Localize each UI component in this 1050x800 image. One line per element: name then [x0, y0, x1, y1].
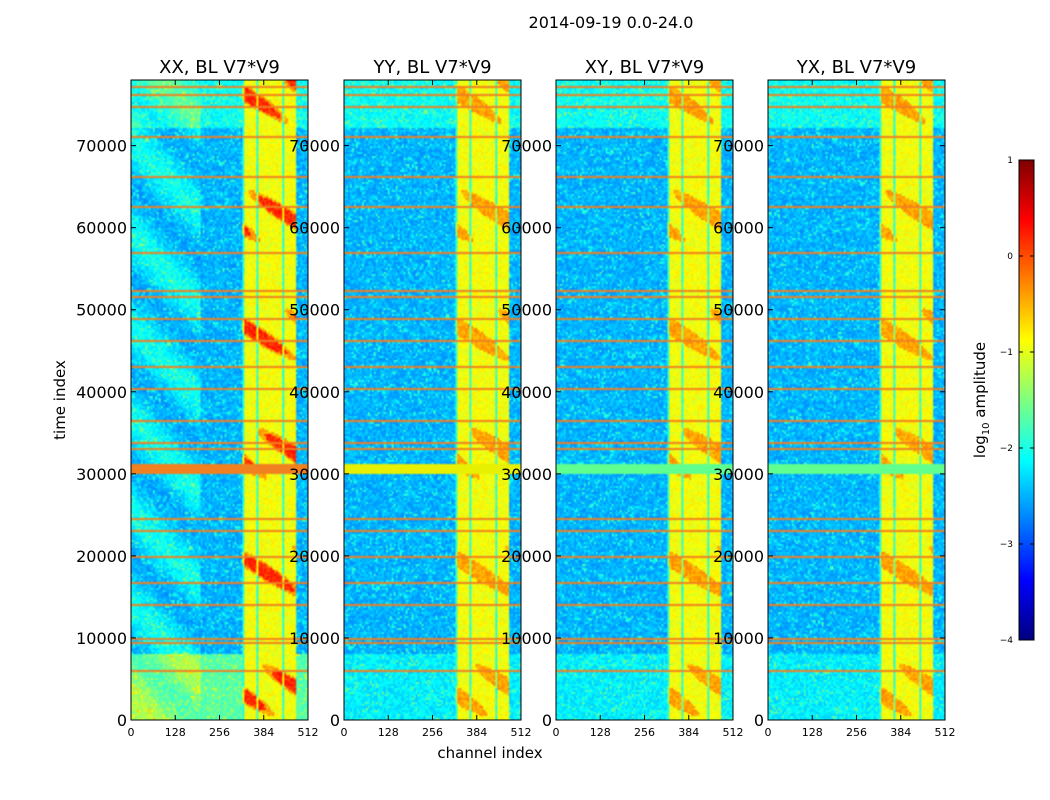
- y-tick-label: 30000: [501, 465, 552, 484]
- x-tick-label: 384: [678, 726, 699, 739]
- colorbar-tick-label: 1: [1007, 156, 1013, 166]
- x-tick-label: 384: [890, 726, 911, 739]
- panel-xy: XY, BL V7*V9 0 128 256 384 512 0 10000 20000 3000…: [501, 57, 743, 739]
- y-tick-label: 40000: [76, 383, 127, 402]
- x-tick-label: 512: [723, 726, 744, 739]
- y-tick-label: 20000: [76, 547, 127, 566]
- y-tick-label: 70000: [713, 137, 764, 156]
- x-tick-label: 0: [553, 726, 560, 739]
- y-tick-label: 50000: [76, 301, 127, 320]
- panel-yy: YY, BL V7*V9 0 128 256 384 512 0 10000 20000 3000…: [289, 57, 531, 739]
- y-tick-label: 20000: [289, 547, 340, 566]
- y-tick-label: 60000: [713, 219, 764, 238]
- y-tick-label: 10000: [713, 629, 764, 648]
- x-tick-label: 256: [422, 726, 443, 739]
- x-tick-label: 128: [802, 726, 823, 739]
- panel-yx: YX, BL V7*V9 0 128 256 384 512 0 10000 20000 3000…: [713, 57, 955, 739]
- panel-title: YX, BL V7*V9: [796, 57, 916, 78]
- y-tick-label: 30000: [289, 465, 340, 484]
- x-tick-label: 256: [634, 726, 655, 739]
- y-tick-label: 60000: [76, 219, 127, 238]
- x-tick-label: 256: [846, 726, 867, 739]
- panel-title: XX, BL V7*V9: [159, 57, 280, 78]
- y-tick-label: 40000: [289, 383, 340, 402]
- y-tick-label: 60000: [289, 219, 340, 238]
- colorbar-tick-label: 0: [1007, 252, 1013, 262]
- colorbar-tick-label: −2: [1000, 444, 1013, 454]
- colorbar-label: log10 amplitude: [971, 342, 992, 458]
- x-tick-label: 128: [378, 726, 399, 739]
- y-tick-label: 50000: [289, 301, 340, 320]
- panel-xx: XX, BL V7*V9 0 128 256 384 512 0 10000 20000 3000…: [76, 57, 318, 739]
- y-tick-label: 0: [330, 711, 340, 730]
- panel-title: XY, BL V7*V9: [585, 57, 704, 78]
- y-tick-label: 10000: [501, 629, 552, 648]
- x-tick-label: 512: [935, 726, 956, 739]
- y-tick-label: 70000: [289, 137, 340, 156]
- x-axis-label: channel index: [437, 744, 542, 762]
- y-tick-label: 0: [542, 711, 552, 730]
- x-tick-label: 384: [466, 726, 487, 739]
- y-tick-label: 10000: [289, 629, 340, 648]
- y-tick-label: 30000: [76, 465, 127, 484]
- heatmap-image: [131, 80, 308, 720]
- y-tick-label: 60000: [501, 219, 552, 238]
- y-tick-label: 10000: [76, 629, 127, 648]
- heatmap-image: [768, 80, 945, 720]
- x-tick-label: 0: [128, 726, 135, 739]
- x-tick-label: 0: [765, 726, 772, 739]
- colorbar-tick-label: −4: [1000, 636, 1014, 646]
- x-tick-label: 512: [298, 726, 319, 739]
- y-tick-label: 70000: [501, 137, 552, 156]
- colorbar-tick-label: −3: [1000, 540, 1013, 550]
- y-tick-label: 30000: [713, 465, 764, 484]
- y-tick-label: 50000: [501, 301, 552, 320]
- y-axis-label: time index: [51, 360, 69, 440]
- colorbar-gradient: [1018, 159, 1035, 641]
- y-tick-label: 0: [754, 711, 764, 730]
- x-tick-label: 128: [590, 726, 611, 739]
- x-tick-label: 384: [253, 726, 274, 739]
- y-tick-label: 40000: [713, 383, 764, 402]
- colorbar-tick-label: −1: [1000, 348, 1013, 358]
- heatmap-image: [344, 80, 521, 720]
- colorbar: 1 0 −1 −2 −3 −4 log10 amplitude: [971, 156, 1035, 646]
- y-tick-label: 20000: [501, 547, 552, 566]
- figure-suptitle: 2014-09-19 0.0-24.0: [529, 13, 694, 32]
- heatmap-image: [556, 80, 733, 720]
- y-tick-label: 50000: [713, 301, 764, 320]
- x-tick-label: 256: [209, 726, 230, 739]
- x-tick-label: 512: [511, 726, 532, 739]
- y-tick-label: 70000: [76, 137, 127, 156]
- x-tick-label: 128: [165, 726, 186, 739]
- x-tick-label: 0: [341, 726, 348, 739]
- y-tick-label: 0: [117, 711, 127, 730]
- y-tick-label: 40000: [501, 383, 552, 402]
- y-tick-label: 20000: [713, 547, 764, 566]
- panel-title: YY, BL V7*V9: [372, 57, 491, 78]
